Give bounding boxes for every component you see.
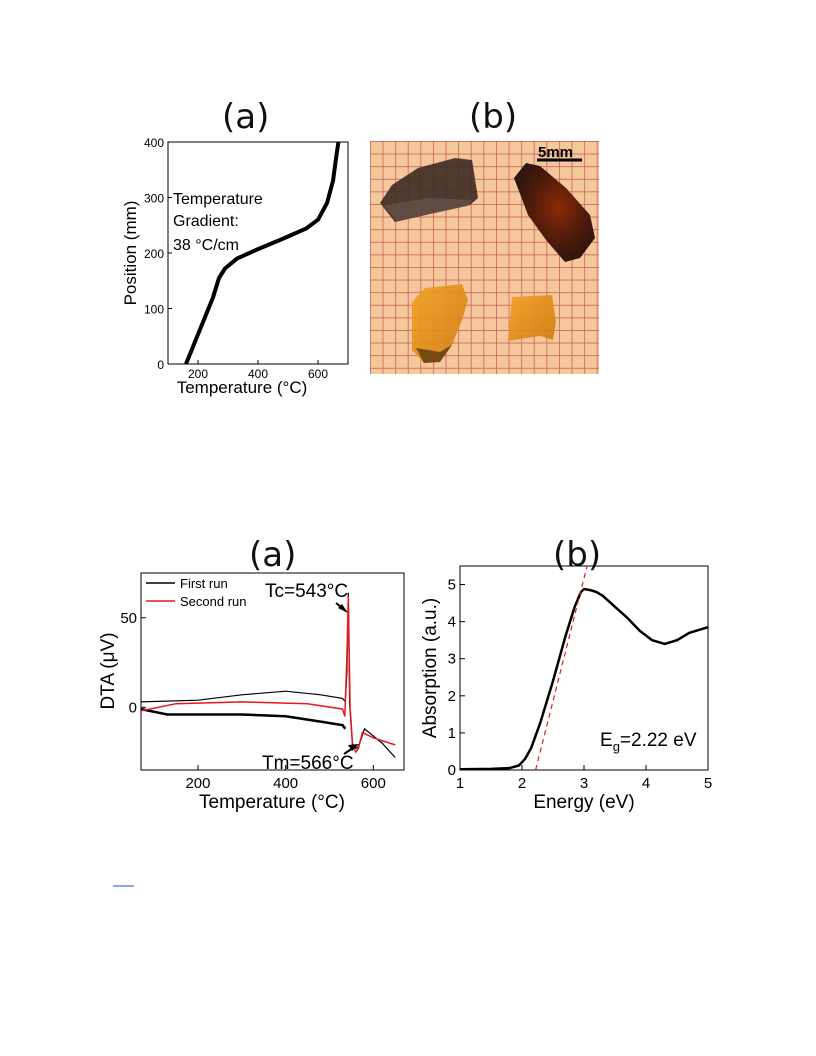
fig1-panel-b-label: (b): [469, 97, 517, 137]
crystal-piece-2: [514, 163, 595, 262]
chart2-x-axis-label: Temperature (°C): [199, 792, 345, 813]
y-tick-label: 4: [448, 614, 456, 631]
fig2-panel-a-label: (a): [249, 535, 296, 575]
chart3-x-axis-label: Energy (eV): [533, 792, 634, 813]
crystal-piece-4: [508, 295, 556, 341]
scale-bar-label: 5mm: [538, 144, 573, 161]
y-tick-label: 400: [144, 136, 164, 150]
x-tick-label: 3: [580, 775, 588, 792]
chart2-y-axis-label: DTA (μV): [98, 632, 119, 709]
dta-lower-black-trace: [140, 707, 347, 730]
tm-arrow: [348, 744, 359, 751]
y-tick-label: 300: [144, 192, 164, 206]
crystal-photo: 5mm: [370, 141, 599, 374]
y-tick-label: 1: [448, 725, 456, 742]
chart1-x-axis-label: Temperature (°C): [177, 378, 308, 397]
gradient-annotation-line2: Gradient:: [173, 213, 239, 230]
chart1-y-axis-label: Position (mm): [121, 201, 140, 306]
absorption-line: [459, 587, 709, 771]
fig2-panel-b-label: (b): [553, 535, 601, 575]
legend-second-run-label: Second run: [180, 594, 247, 609]
temperature-profile-line: [184, 141, 341, 365]
y-tick-label: 100: [144, 303, 164, 317]
gradient-annotation-line3: 38 °C/cm: [173, 237, 239, 254]
bandgap-fit-line: [535, 565, 588, 771]
x-tick-label: 400: [248, 367, 268, 381]
tc-annotation: Tc=543°C: [265, 581, 348, 602]
y-tick-label: 200: [144, 247, 164, 261]
x-tick-label: 1: [456, 775, 464, 792]
chart1-ticks: 200 400 600 0 100 200 300 400: [144, 136, 328, 381]
y-tick-label: 5: [448, 577, 456, 594]
dta-second-run-line: [140, 596, 396, 754]
y-tick-label: 0: [157, 358, 164, 372]
x-tick-label: 400: [273, 775, 298, 792]
chart3-y-axis-label: Absorption (a.u.): [420, 598, 441, 738]
legend-first-run-label: First run: [180, 576, 228, 591]
y-tick-label: 3: [448, 651, 456, 668]
temperature-profile-chart: 200 400 600 0 100 200 300 400 Temperature Gradi…: [121, 136, 349, 397]
fig1-panel-a-label: (a): [222, 97, 269, 137]
x-tick-label: 4: [642, 775, 650, 792]
x-tick-label: 2: [518, 775, 526, 792]
x-tick-label: 5: [704, 775, 712, 792]
dta-first-run-line: [140, 592, 396, 758]
y-tick-label: 2: [448, 688, 456, 705]
tc-arrow: [338, 604, 348, 613]
chart2-ticks: 200 400 600 0 50: [120, 610, 386, 792]
bandgap-annotation: Eg=2.22 eV: [600, 730, 697, 754]
y-tick-label: 0: [129, 699, 137, 716]
x-tick-label: 200: [188, 367, 208, 381]
tm-annotation: Tm=566°C: [262, 753, 354, 774]
x-tick-label: 600: [308, 367, 328, 381]
chart2-frame: [140, 572, 405, 771]
crystal-piece-3: [412, 284, 468, 363]
x-tick-label: 600: [361, 775, 386, 792]
y-tick-label: 50: [120, 610, 137, 627]
dta-chart: 200 400 600 0 50 First run Second run Tc=543…: [98, 572, 405, 813]
gradient-annotation-line1: Temperature: [173, 191, 263, 208]
y-tick-label: 0: [448, 762, 456, 779]
x-tick-label: 200: [185, 775, 210, 792]
